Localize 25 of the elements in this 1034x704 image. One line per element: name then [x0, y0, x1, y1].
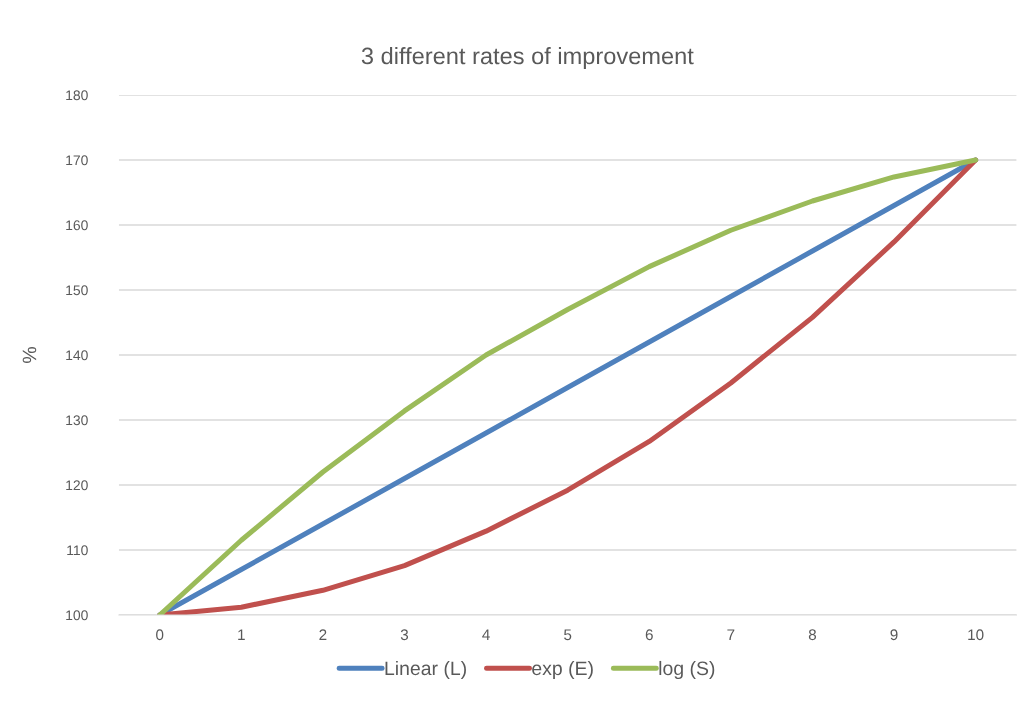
y-tick-label: 170 [66, 155, 88, 166]
y-tick-label: 130 [66, 415, 88, 426]
y-tick-label: 180 [66, 90, 88, 101]
x-tick-label: 6 [645, 629, 653, 641]
x-tick-label: 5 [564, 629, 572, 641]
y-tick-label: 150 [66, 285, 88, 296]
legend-label: log (S) [659, 660, 715, 680]
x-tick-label: 8 [808, 629, 817, 641]
y-tick-label: 120 [66, 480, 88, 491]
x-tick-label: 2 [319, 629, 327, 640]
y-tick-label: 100 [66, 610, 88, 621]
x-tick-label: 7 [727, 629, 735, 640]
legend-label: Linear (L) [385, 660, 466, 680]
x-tick-label: 3 [400, 629, 409, 641]
y-tick-label: 140 [66, 350, 88, 361]
y-tick-label: 110 [67, 545, 88, 556]
x-tick-label: 9 [890, 629, 898, 641]
x-tick-label: 1 [238, 629, 245, 640]
chart-title: 3 different rates of improvement [361, 47, 694, 69]
y-tick-label: 160 [66, 220, 88, 231]
x-tick-label: 4 [482, 629, 490, 640]
y-axis-title: % [22, 347, 37, 363]
legend-label: exp (E) [532, 660, 593, 680]
x-tick-label: 10 [968, 629, 984, 641]
x-tick-label: 0 [156, 629, 164, 641]
